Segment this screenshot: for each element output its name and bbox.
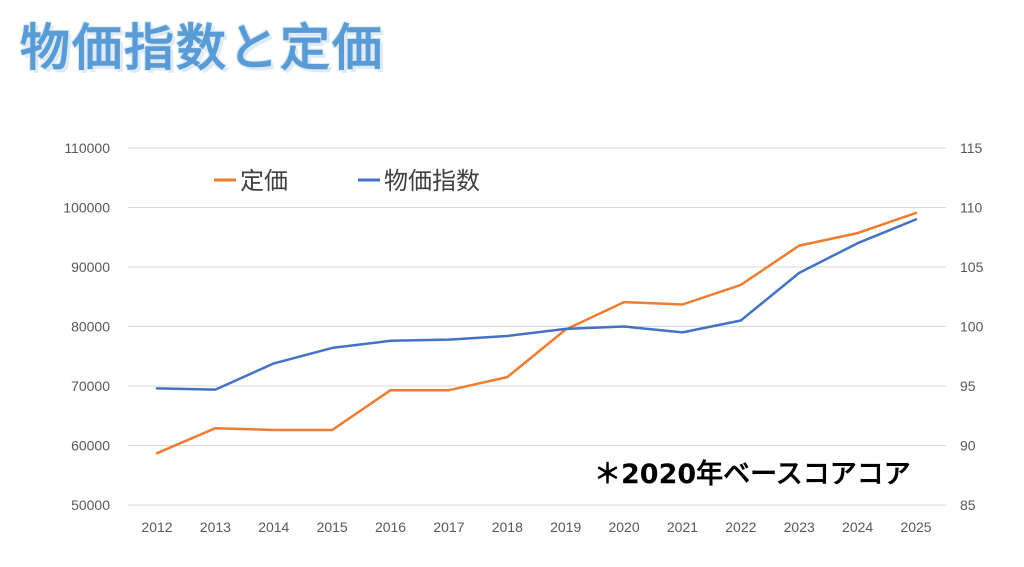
right-tick-label: 115 — [960, 140, 983, 156]
left-tick-label: 60000 — [71, 438, 110, 454]
x-tick-label: 2024 — [842, 519, 873, 535]
right-tick-label: 100 — [960, 319, 984, 335]
right-tick-label: 95 — [960, 378, 976, 394]
left-tick-label: 70000 — [71, 378, 110, 394]
right-tick-label: 110 — [960, 200, 983, 216]
x-tick-label: 2025 — [900, 519, 931, 535]
legend: 定価 物価指数 — [214, 167, 480, 195]
left-tick-label: 110000 — [64, 140, 110, 156]
x-tick-label: 2023 — [784, 519, 815, 535]
left-axis-ticks: 50000 60000 70000 80000 90000 100000 110000 — [63, 140, 110, 513]
right-tick-label: 90 — [960, 438, 976, 454]
x-tick-label: 2018 — [492, 519, 523, 535]
x-tick-label: 2015 — [317, 519, 348, 535]
x-tick-label: 2014 — [258, 519, 289, 535]
x-axis-ticks: 2012 2013 2014 2015 2016 2017 2018 2019 2020 2021… — [141, 519, 931, 535]
x-tick-label: 2019 — [550, 519, 581, 535]
legend-label: 物価指数 — [384, 167, 480, 195]
right-axis-ticks: 85 90 95 100 105 110 115 — [960, 140, 984, 513]
base-year-note: ＊2020年ベースコアコア — [594, 459, 911, 490]
x-tick-label: 2021 — [667, 519, 698, 535]
x-tick-label: 2022 — [725, 519, 756, 535]
right-tick-label: 105 — [960, 259, 984, 275]
series-lines — [155, 211, 918, 455]
x-tick-label: 2012 — [141, 519, 172, 535]
series-line-list-price — [155, 211, 918, 455]
left-tick-label: 100000 — [63, 200, 110, 216]
x-tick-label: 2020 — [608, 519, 639, 535]
page-title: 物価指数と定価 — [20, 19, 384, 77]
x-tick-label: 2016 — [375, 519, 406, 535]
series-line-price-index — [155, 218, 918, 391]
left-tick-label: 80000 — [71, 319, 110, 335]
grid-lines — [128, 147, 946, 506]
x-tick-label: 2017 — [433, 519, 464, 535]
left-tick-label: 50000 — [71, 497, 110, 513]
x-tick-label: 2013 — [200, 519, 231, 535]
legend-label: 定価 — [240, 167, 288, 195]
right-tick-label: 85 — [960, 497, 976, 513]
left-tick-label: 90000 — [71, 259, 110, 275]
